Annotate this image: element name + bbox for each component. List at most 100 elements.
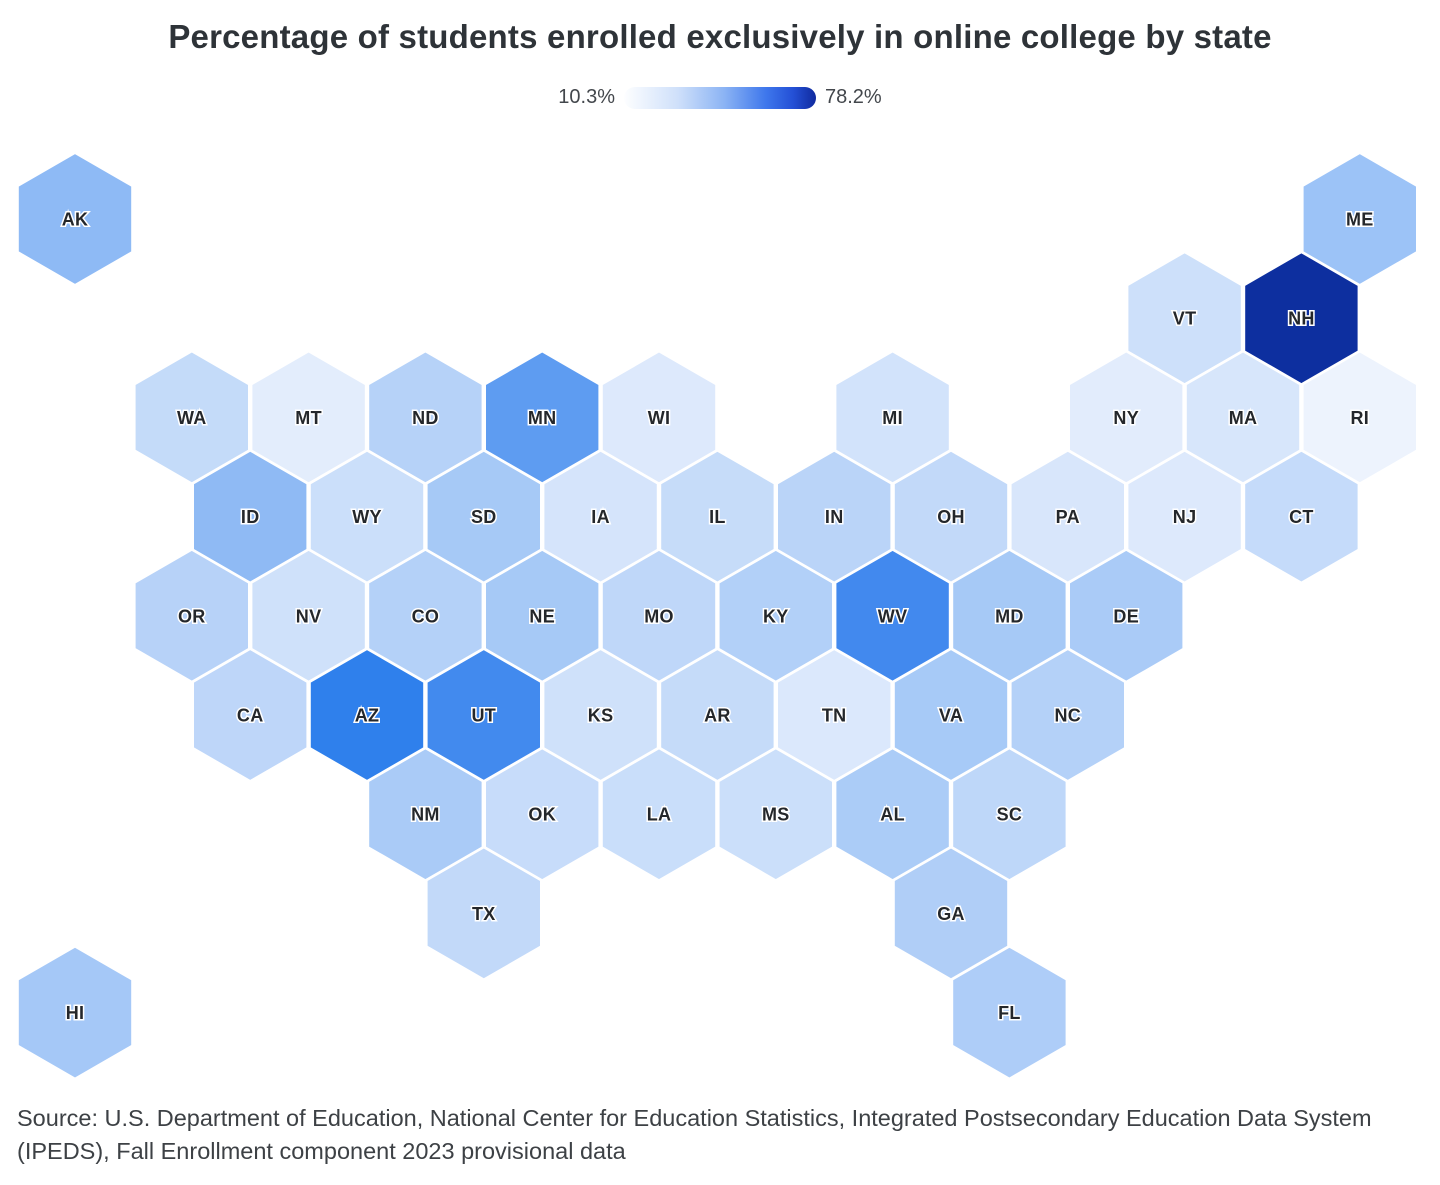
hex-label-WY: WY [352,507,382,527]
hex-MD[interactable] [951,548,1068,683]
color-legend: 10.3% 78.2% [0,86,1440,109]
hex-label-IA: IA [591,507,610,527]
hex-AZ[interactable] [308,647,426,783]
hex-label-ID: ID [241,507,260,527]
hex-label-PA: PA [1056,507,1080,527]
hex-label-SD: SD [471,507,497,527]
hex-label-MA: MA [1229,408,1258,428]
hex-label-CO: CO [412,606,440,626]
hex-MN[interactable] [484,350,601,485]
hex-MS[interactable] [717,747,834,882]
hex-KS[interactable] [542,647,659,783]
hex-OH[interactable] [892,449,1010,584]
hex-label-VA: VA [939,706,963,726]
hex-label-KY: KY [763,606,789,626]
hex-label-FL: FL [998,1003,1021,1023]
hex-label-NE: NE [529,606,555,626]
hex-OK[interactable] [484,747,601,882]
hex-label-WI: WI [648,408,671,428]
hex-ID[interactable] [192,449,309,584]
source-note: Source: U.S. Department of Education, Na… [17,1105,1372,1165]
hex-label-CA: CA [237,706,264,726]
hex-ME[interactable] [1301,151,1418,287]
hex-IA[interactable] [542,449,659,584]
hex-WV[interactable] [834,548,951,683]
legend-gradient-bar [624,86,816,109]
hex-CT[interactable] [1243,449,1360,584]
hex-label-ND: ND [412,408,439,428]
hex-label-MD: MD [995,606,1024,626]
hex-label-TN: TN [822,706,847,726]
hex-label-KS: KS [588,706,614,726]
hex-MO[interactable] [600,548,718,683]
hex-label-OH: OH [937,507,965,527]
hex-label-AZ: AZ [355,706,380,726]
hex-AL[interactable] [834,747,951,882]
hex-NE[interactable] [484,548,601,683]
hex-label-AR: AR [704,706,731,726]
hex-RI[interactable] [1301,350,1418,485]
hex-IN[interactable] [776,449,893,584]
hex-GA[interactable] [892,846,1010,981]
hex-NC[interactable] [1009,647,1126,783]
hex-label-TX: TX [472,904,496,924]
hex-DE[interactable] [1068,548,1185,683]
hex-MI[interactable] [834,350,951,485]
hex-label-NM: NM [411,805,440,825]
hex-VT[interactable] [1126,251,1243,386]
hex-NV[interactable] [250,548,367,683]
hex-label-HI: HI [66,1003,85,1023]
hex-IL[interactable] [659,449,776,584]
hex-label-GA: GA [937,904,965,924]
hex-VA[interactable] [892,647,1010,783]
hex-label-LA: LA [647,805,672,825]
hex-label-WV: WV [878,606,908,626]
hex-OR[interactable] [133,548,250,683]
hex-label-IL: IL [709,507,726,527]
hex-label-CT: CT [1289,507,1314,527]
hex-AK[interactable] [16,151,134,287]
hex-WY[interactable] [308,449,426,584]
hex-UT[interactable] [425,647,542,783]
hex-NJ[interactable] [1126,449,1243,584]
hex-label-SC: SC [997,805,1023,825]
hex-NY[interactable] [1068,350,1185,485]
hex-label-WA: WA [177,408,207,428]
hex-label-OR: OR [178,606,206,626]
hex-label-RI: RI [1350,408,1369,428]
hex-label-MO: MO [644,606,674,626]
hex-label-AK: AK [62,210,89,230]
hex-PA[interactable] [1009,449,1126,584]
hex-SC[interactable] [951,747,1068,882]
hex-label-ME: ME [1346,210,1374,230]
hex-KY[interactable] [717,548,834,683]
hex-label-MS: MS [762,805,790,825]
legend-min-label: 10.3% [558,86,615,108]
hex-TN[interactable] [776,647,893,783]
hex-label-NY: NY [1113,408,1139,428]
hex-WI[interactable] [600,350,718,485]
hex-WA[interactable] [133,350,250,485]
hex-AR[interactable] [659,647,776,783]
hex-NM[interactable] [367,747,484,882]
hex-TX[interactable] [425,846,542,981]
hex-label-NC: NC [1054,706,1081,726]
hex-label-NH: NH [1288,309,1315,329]
hex-SD[interactable] [425,449,542,584]
hex-label-DE: DE [1113,606,1139,626]
hex-label-VT: VT [1173,309,1197,329]
hex-label-MN: MN [528,408,557,428]
legend-max-label: 78.2% [825,86,882,108]
hex-LA[interactable] [600,747,718,882]
hex-HI[interactable] [16,945,134,1080]
hex-label-MI: MI [882,408,903,428]
hex-MA[interactable] [1184,350,1302,485]
hex-label-UT: UT [471,706,496,726]
hex-CA[interactable] [192,647,309,783]
hex-FL[interactable] [951,945,1068,1080]
hex-MT[interactable] [250,350,367,485]
hex-CO[interactable] [367,548,484,683]
hex-NH[interactable] [1243,251,1360,386]
hex-ND[interactable] [367,350,484,485]
hex-label-IN: IN [825,507,844,527]
